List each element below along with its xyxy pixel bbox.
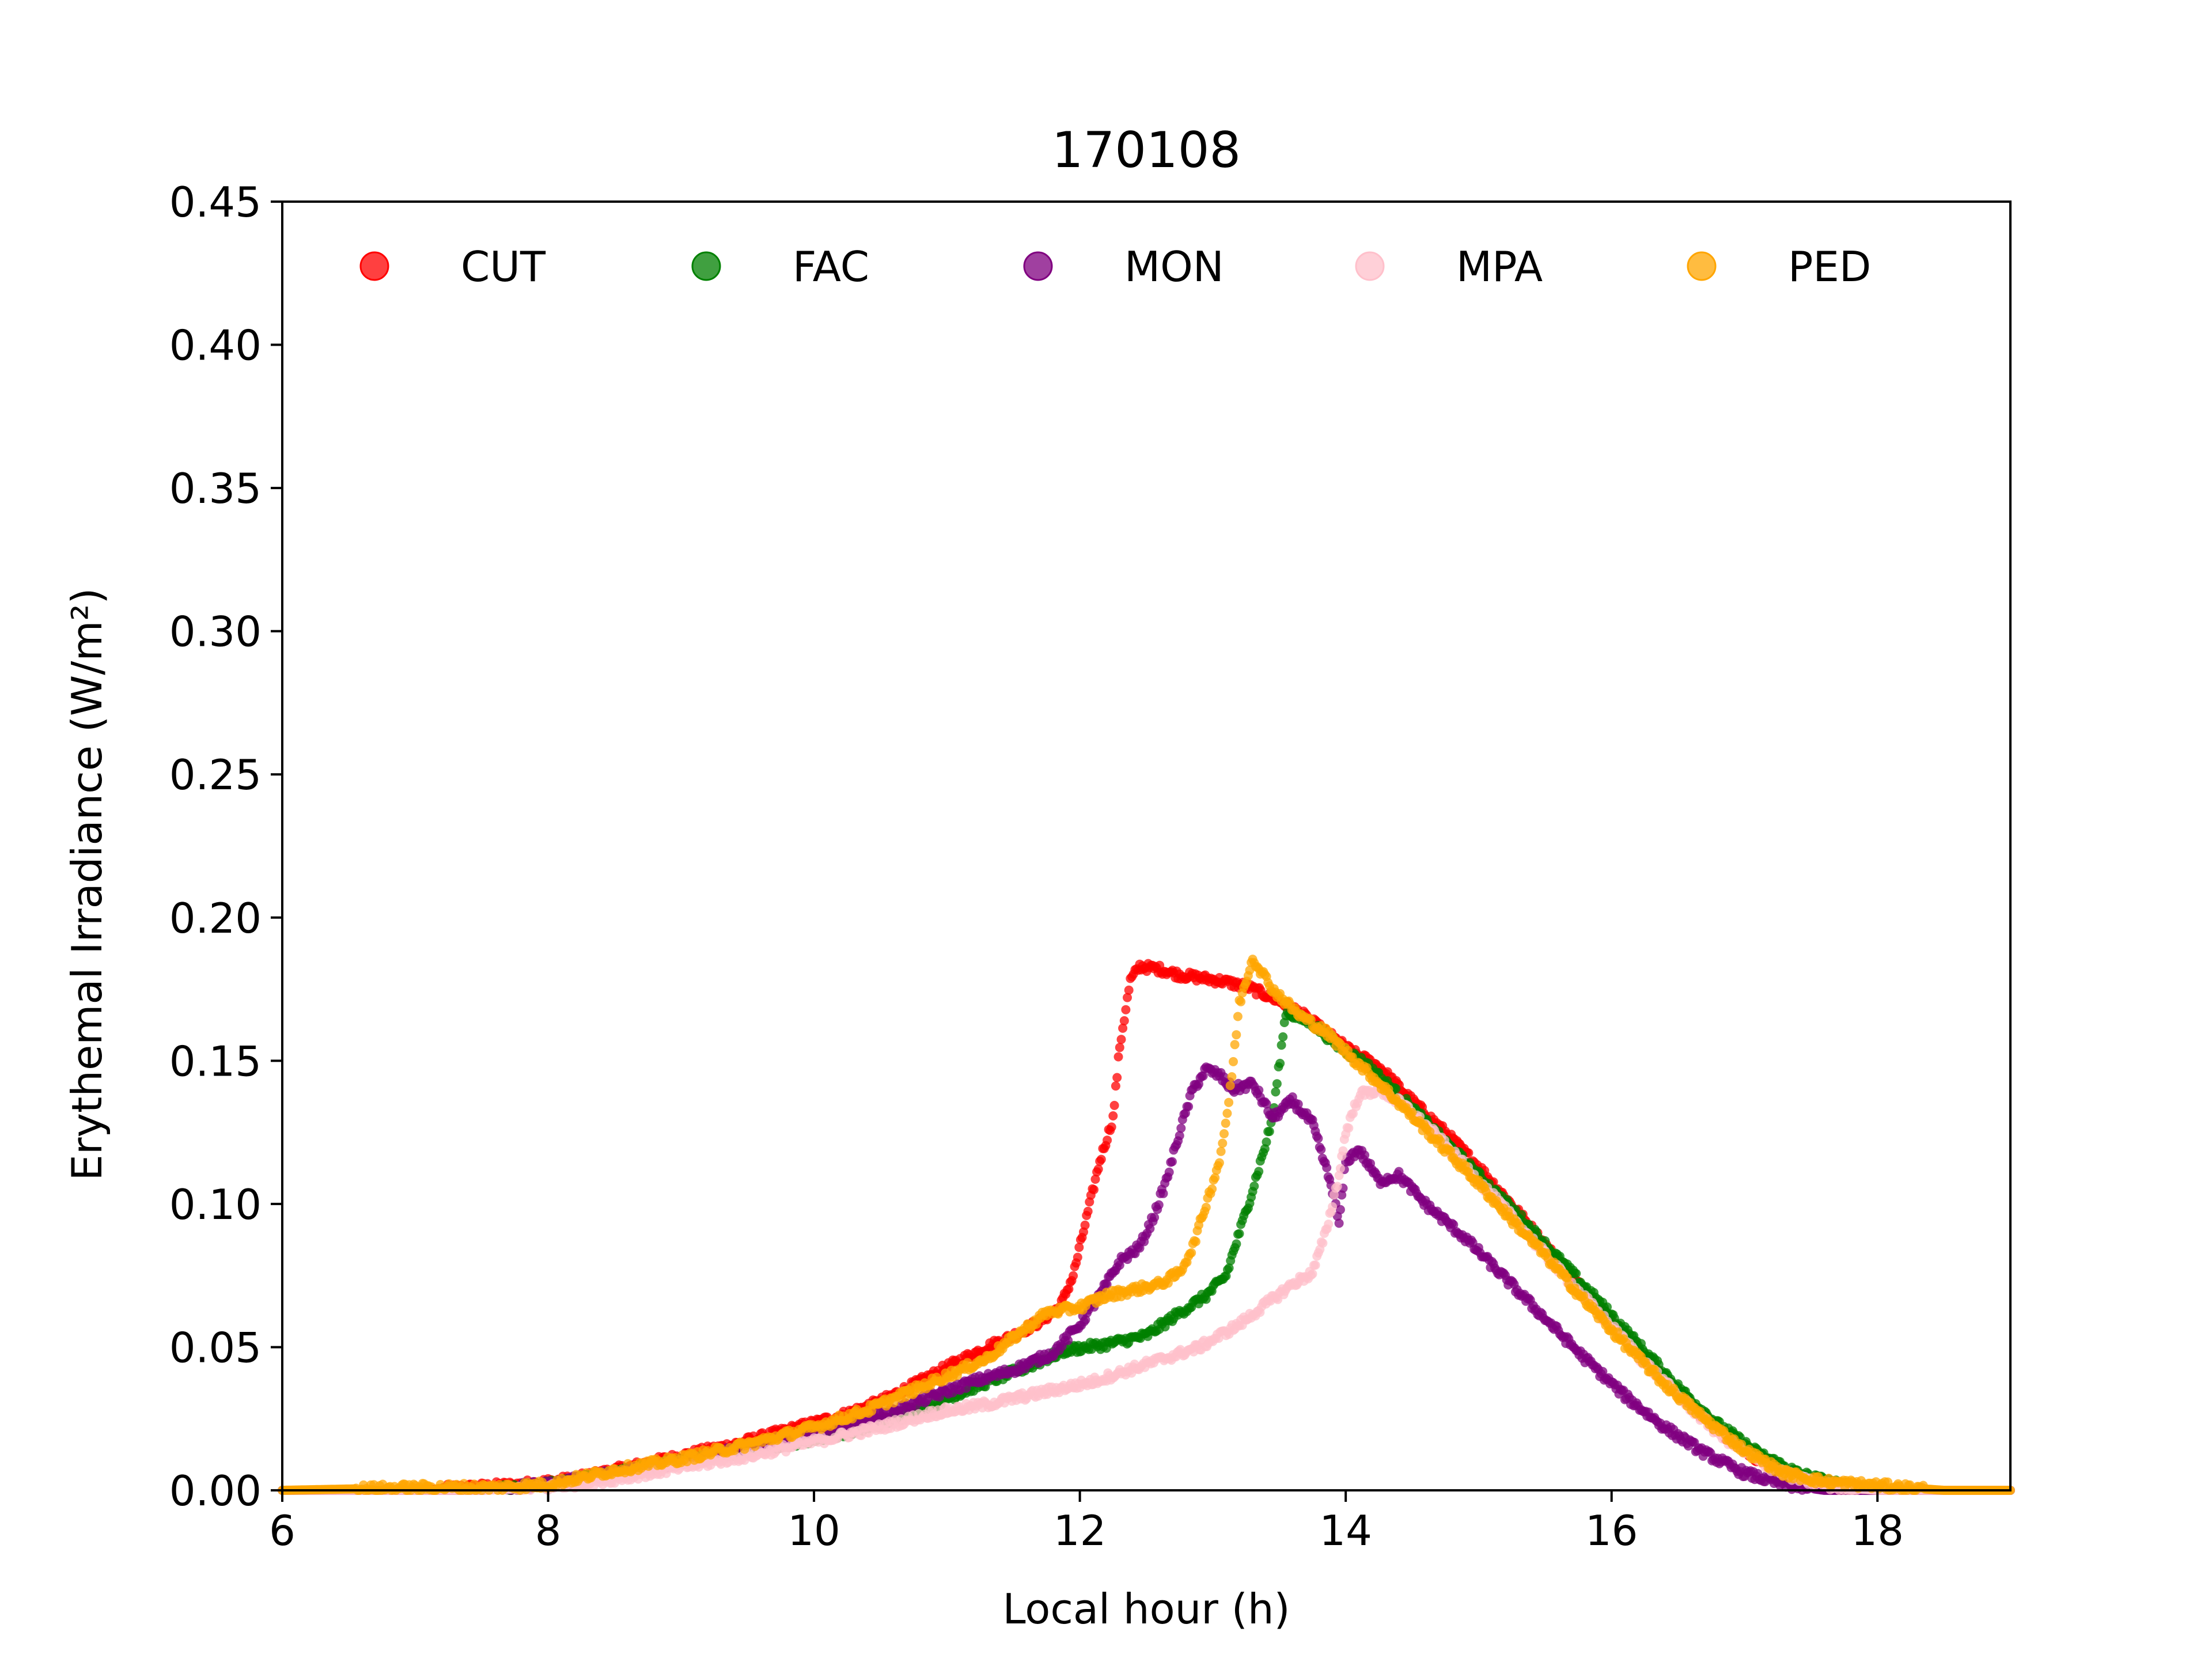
data-point (1073, 1252, 1082, 1262)
data-point (1279, 1018, 1289, 1027)
data-point (1234, 1229, 1244, 1239)
data-point (1089, 1185, 1099, 1195)
data-point (1080, 1220, 1090, 1230)
data-point (1264, 1127, 1274, 1137)
data-point (1093, 1164, 1103, 1174)
data-point (1158, 1188, 1168, 1198)
data-point (1293, 1099, 1303, 1109)
data-point (1116, 1035, 1126, 1044)
data-point (1224, 1263, 1234, 1273)
data-point (1069, 1271, 1078, 1281)
data-point (1184, 1101, 1194, 1111)
data-point (1254, 1167, 1264, 1176)
data-point (1103, 1135, 1112, 1145)
data-point (1254, 1085, 1264, 1095)
data-point (1112, 1073, 1122, 1082)
data-point (1064, 1284, 1074, 1294)
data-point (1063, 1335, 1073, 1345)
data-point (1249, 1182, 1259, 1191)
data-point (1262, 1137, 1271, 1147)
data-point (1344, 1123, 1354, 1133)
data-point (1310, 1260, 1320, 1270)
data-point (1123, 993, 1132, 1002)
chart-title: 170108 (1052, 122, 1241, 179)
data-point (1517, 1210, 1527, 1220)
data-point (1328, 1202, 1338, 1212)
data-point (1102, 1279, 1112, 1289)
data-point (1176, 1123, 1186, 1133)
data-point (1271, 1087, 1281, 1097)
data-point (1119, 1016, 1129, 1025)
series-fac (278, 1007, 2015, 1495)
data-point (1198, 1071, 1208, 1081)
data-point (1324, 1220, 1334, 1229)
data-point (1154, 1200, 1164, 1210)
data-point (1164, 1167, 1174, 1177)
data-point (1335, 1205, 1345, 1214)
data-point (1115, 1043, 1124, 1053)
data-point (1571, 1269, 1581, 1278)
data-point (1175, 1131, 1184, 1141)
data-point (1332, 1182, 1342, 1191)
data-point (1277, 1040, 1286, 1050)
data-point (1391, 1084, 1401, 1093)
data-point (1090, 1175, 1100, 1184)
data-point (1145, 1224, 1155, 1233)
data-point (1316, 1145, 1326, 1154)
data-point (1308, 1269, 1317, 1279)
data-point (1449, 1220, 1459, 1229)
data-point (1109, 1100, 1119, 1110)
data-point (1338, 1146, 1348, 1156)
data-point (1275, 1058, 1285, 1068)
data-point (1111, 1081, 1120, 1091)
data-point (1278, 1032, 1288, 1042)
data-point (1232, 1239, 1241, 1249)
data-point (1318, 1238, 1328, 1248)
data-point (1335, 1164, 1345, 1173)
data-point (1118, 1023, 1128, 1033)
data-point (1360, 1150, 1370, 1160)
data-point (1337, 1190, 1347, 1200)
data-point (1262, 1099, 1271, 1109)
data-point (1083, 1206, 1093, 1216)
series-mon (278, 1062, 2015, 1495)
data-point (1107, 1122, 1116, 1132)
data-point (1121, 1005, 1131, 1014)
data-point (1096, 1154, 1106, 1164)
data-point (1124, 985, 1134, 995)
data-point (1074, 1243, 1084, 1252)
data-point (1108, 1111, 1118, 1120)
data-point (1167, 1157, 1177, 1167)
data-point (1322, 1163, 1332, 1172)
data-point (1272, 1079, 1282, 1089)
data-point (1334, 1218, 1344, 1228)
data-point (1313, 1134, 1323, 1144)
data-point (1150, 1213, 1160, 1222)
scatter-marks (278, 955, 2015, 1495)
data-point (1113, 1052, 1123, 1062)
data-point (1115, 1260, 1124, 1270)
